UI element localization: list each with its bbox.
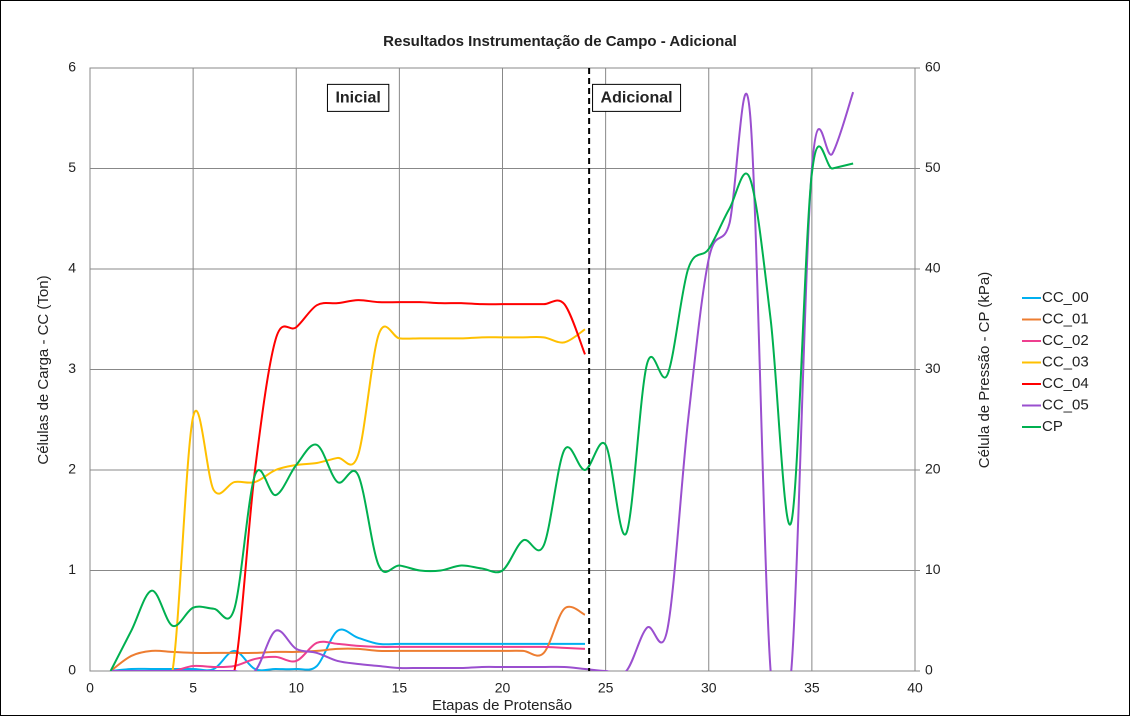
y2-tick-label: 30 bbox=[925, 360, 941, 376]
x-tick-label: 5 bbox=[189, 680, 197, 696]
annotation-box bbox=[326, 83, 390, 112]
x-tick-label: 15 bbox=[392, 680, 408, 696]
y2-tick-label: 20 bbox=[925, 461, 941, 477]
x-tick-label: 20 bbox=[495, 680, 511, 696]
legend-label: CC_04 bbox=[1042, 375, 1089, 392]
legend-label: CC_02 bbox=[1042, 332, 1089, 349]
legend-label: CC_00 bbox=[1042, 289, 1089, 306]
legend-label: CC_03 bbox=[1042, 353, 1089, 370]
series-line bbox=[110, 605, 586, 671]
y-tick-label: 2 bbox=[68, 461, 76, 477]
y2-axis-label: Célula de Pressão - CP (kPa) bbox=[976, 272, 993, 468]
y-tick-label: 3 bbox=[68, 360, 76, 376]
annotation: Adicional bbox=[601, 89, 673, 106]
series-line bbox=[109, 145, 854, 671]
x-tick-label: 10 bbox=[288, 680, 304, 696]
legend-label: CP bbox=[1042, 418, 1063, 435]
legend-label: CC_01 bbox=[1042, 310, 1089, 327]
plot-lines bbox=[109, 91, 855, 671]
y2-tick-label: 0 bbox=[925, 662, 933, 678]
x-tick-label: 30 bbox=[701, 680, 717, 696]
plot-border bbox=[89, 67, 916, 672]
x-axis-label: Etapas de Protensão bbox=[432, 697, 572, 714]
x-tick-label: 25 bbox=[598, 680, 614, 696]
series-line bbox=[110, 640, 586, 671]
y2-tick-label: 50 bbox=[925, 159, 941, 175]
y-tick-label: 0 bbox=[68, 662, 76, 678]
y-tick-label: 5 bbox=[68, 159, 76, 175]
annotation-box bbox=[592, 83, 682, 112]
legend-label: CC_05 bbox=[1042, 396, 1089, 413]
x-tick-label: 40 bbox=[907, 680, 923, 696]
chart-title: Resultados Instrumentação de Campo - Adi… bbox=[383, 33, 737, 50]
annotation: Inicial bbox=[335, 89, 380, 106]
y2-tick-label: 60 bbox=[925, 59, 941, 75]
y-tick-label: 6 bbox=[68, 59, 76, 75]
y-tick-label: 1 bbox=[68, 561, 76, 577]
series-line bbox=[110, 628, 585, 671]
y2-tick-label: 40 bbox=[925, 260, 941, 276]
x-tick-label: 0 bbox=[86, 680, 94, 696]
y-tick-label: 4 bbox=[68, 260, 76, 276]
series-line bbox=[110, 91, 855, 671]
y-axis-label: Células de Carga - CC (Ton) bbox=[35, 275, 52, 464]
x-tick-label: 35 bbox=[804, 680, 820, 696]
series-line bbox=[110, 325, 586, 671]
series-line bbox=[110, 299, 586, 671]
y2-tick-label: 10 bbox=[925, 561, 941, 577]
